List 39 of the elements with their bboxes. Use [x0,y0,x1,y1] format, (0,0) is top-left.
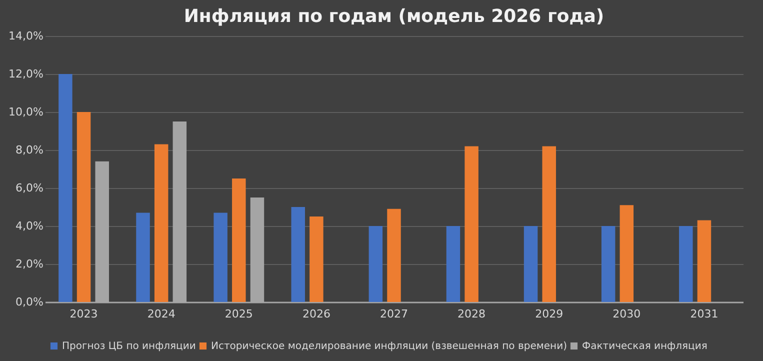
bar [464,146,478,302]
bar [620,205,634,302]
bar [76,112,91,302]
bar [154,144,168,302]
bar [697,220,712,302]
y-tick-label: 0,0% [16,296,44,308]
legend-label: Историческое моделирование инфляции (взвешенная по времени) [211,341,568,352]
x-tick-label: 2023 [70,308,98,320]
y-tick-label: 2,0% [16,258,44,270]
x-tick-label: 2030 [612,308,641,320]
x-tick-label: 2027 [380,308,408,320]
y-tick-label: 12,0% [8,68,44,80]
x-tick-label: 2029 [535,308,564,320]
bar [679,226,693,302]
bar [368,226,383,302]
bar [232,178,246,302]
x-tick-label: 2026 [302,308,330,320]
x-tick-label: 2031 [690,308,718,320]
bar [136,212,150,302]
chart-title: Инфляция по годам (модель 2026 года) [184,6,604,27]
bar [542,146,556,302]
bar [214,212,228,302]
bar [446,226,460,302]
bar [291,207,305,302]
legend-label: Фактическая инфляция [582,341,708,352]
bar [601,226,616,302]
x-tick-label: 2024 [147,308,176,320]
y-tick-label: 4,0% [16,220,44,232]
y-tick-label: 6,0% [16,182,44,194]
bar [310,216,324,302]
x-tick-label: 2028 [458,308,486,320]
bar [58,74,72,302]
legend-label: Прогноз ЦБ по инфляции [62,341,196,352]
y-tick-label: 14,0% [8,30,44,42]
y-tick-label: 8,0% [16,144,44,156]
bar [524,226,538,302]
x-tick-label: 2025 [224,308,253,320]
y-tick-label: 10,0% [8,106,44,118]
bar [387,208,401,302]
